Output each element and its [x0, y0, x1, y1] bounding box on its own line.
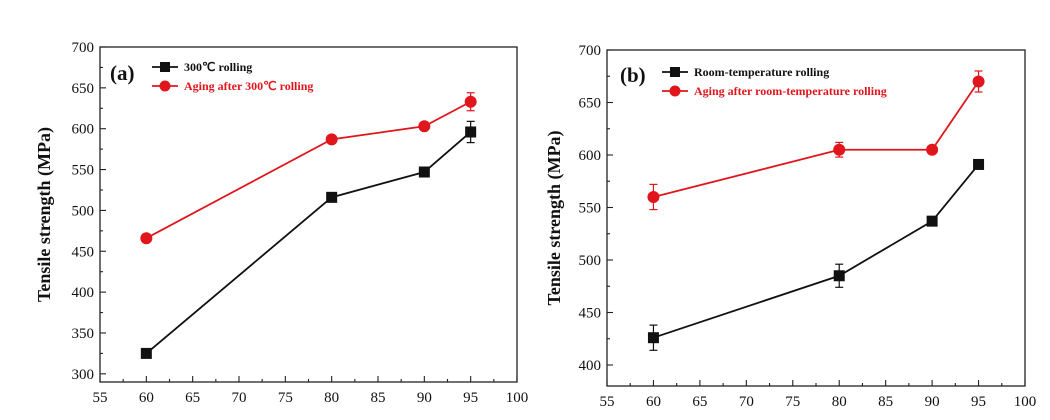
data-point-square: [647, 332, 659, 344]
y-tick-label: 700: [72, 40, 95, 56]
data-point-square: [326, 191, 338, 203]
y-tick-label: 650: [72, 81, 95, 97]
data-point-circle: [464, 95, 477, 108]
data-point-square: [926, 215, 938, 227]
data-point-circle: [325, 133, 338, 146]
series-aged: [140, 92, 477, 245]
plot-frame: [606, 49, 1026, 387]
panel-label: (a): [110, 61, 135, 85]
x-tick-label: 55: [93, 390, 108, 406]
x-tick-label: 90: [417, 390, 432, 406]
x-tick-label: 95: [463, 390, 478, 406]
x-tick-label: 65: [185, 390, 200, 406]
x-tick-label: 85: [371, 390, 386, 406]
legend-label: Room-temperature rolling: [694, 65, 829, 79]
y-tick-label: 550: [72, 163, 95, 179]
y-tick-label: 600: [579, 148, 602, 164]
y-tick-label: 350: [72, 326, 95, 342]
x-tick-label: 90: [925, 394, 940, 410]
data-point-circle: [418, 120, 431, 133]
legend-label: Aging after room-temperature rolling: [694, 84, 887, 98]
legend-label: 300℃ rolling: [184, 60, 252, 74]
data-point-square: [973, 158, 985, 170]
y-tick-label: 700: [579, 43, 602, 59]
x-tick-label: 100: [1014, 394, 1037, 410]
series-aged: [647, 70, 985, 211]
y-tick-label: 600: [72, 122, 95, 138]
legend-entry: Room-temperature rolling: [662, 65, 829, 79]
series-line: [653, 80, 980, 198]
y-axis-label: Tensile strength (MPa): [544, 131, 565, 306]
panel-label: (b): [620, 63, 646, 87]
data-point-circle: [647, 191, 660, 203]
data-point-circle: [140, 232, 153, 245]
legend-label: Aging after 300℃ rolling: [184, 79, 313, 93]
x-tick-label: 100: [506, 390, 529, 406]
data-point-square: [465, 126, 477, 138]
legend-marker: [669, 85, 681, 97]
legend-entry: 300℃ rolling: [152, 60, 252, 74]
legend-marker: [159, 80, 171, 92]
y-tick-label: 450: [579, 306, 602, 322]
x-tick-label: 80: [832, 394, 847, 410]
data-point-circle: [972, 75, 985, 88]
data-point-circle: [833, 143, 846, 156]
x-tick-label: 60: [139, 390, 154, 406]
x-tick-label: 60: [646, 394, 661, 410]
y-tick-label: 450: [72, 244, 95, 260]
x-tick-label: 95: [971, 394, 986, 410]
x-tick-label: 75: [278, 390, 293, 406]
series-line: [145, 100, 472, 239]
y-tick-label: 500: [579, 253, 602, 269]
x-tick-label: 75: [785, 394, 800, 410]
x-tick-label: 85: [878, 394, 893, 410]
data-point-square: [418, 166, 430, 178]
x-tick-label: 65: [692, 394, 707, 410]
x-tick-label: 80: [324, 390, 339, 406]
y-tick-label: 300: [72, 367, 95, 383]
y-tick-label: 650: [579, 96, 602, 112]
chart-panel-a: 55 60 65 70 75 80 85 90 95 100 300 350 400 450 500 550 6…: [34, 40, 528, 406]
series-line: [145, 131, 472, 355]
legend-marker: [160, 62, 170, 72]
legend-entry: Aging after 300℃ rolling: [152, 79, 313, 93]
y-tick-label: 500: [72, 203, 95, 219]
y-axis-label: Tensile strength (MPa): [34, 127, 55, 302]
series-rolled: [647, 158, 985, 351]
y-tick-label: 400: [579, 358, 602, 374]
x-tick-label: 70: [739, 394, 754, 410]
series-line: [653, 163, 980, 339]
series-rolled: [140, 120, 477, 359]
plot-frame: [99, 46, 518, 383]
y-tick-label: 400: [72, 285, 95, 301]
data-point-square: [833, 270, 845, 282]
chart-panel-b: 55 60 65 70 75 80 85 90 95 100 400 450 500 550 600 650 7…: [544, 43, 1036, 410]
x-tick-label: 55: [600, 394, 615, 410]
y-tick-label: 550: [579, 201, 602, 217]
x-tick-label: 70: [232, 390, 247, 406]
legend-entry: Aging after room-temperature rolling: [662, 84, 887, 98]
data-point-square: [140, 347, 152, 359]
data-point-circle: [926, 143, 939, 156]
legend-marker: [670, 67, 680, 77]
